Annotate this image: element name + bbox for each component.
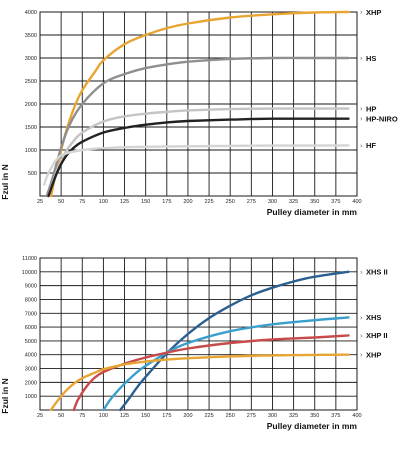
- y-tick-label: 2500: [25, 79, 37, 85]
- series-label-xhs-ii: XHS II: [366, 268, 388, 277]
- series-arrow-icon: ›: [360, 142, 363, 150]
- y-tick-label: 4000: [25, 10, 37, 16]
- x-tick-label: 250: [226, 199, 235, 205]
- series-label-xhp: XHP: [366, 8, 381, 17]
- x-axis-title: Pulley diameter in mm: [267, 421, 358, 431]
- x-tick-label: 375: [331, 413, 340, 419]
- y-tick-label: 9000: [25, 284, 37, 290]
- series-line-hp-niro: [47, 117, 350, 198]
- y-tick-label: 7000: [25, 311, 37, 317]
- x-tick-label: 275: [247, 199, 256, 205]
- x-tick-label: 50: [58, 199, 64, 205]
- series-label-xhs: XHS: [366, 313, 381, 322]
- x-tick-label: 50: [58, 413, 64, 419]
- grid-lines: [39, 11, 358, 196]
- series-line-hs: [45, 56, 350, 198]
- x-tick-label: 275: [247, 413, 256, 419]
- series-arrow-icon: ›: [360, 105, 363, 113]
- series-label-xhp-ii: XHP II: [366, 331, 388, 340]
- y-axis-title: Fzul in N: [0, 164, 10, 199]
- x-axis-title: Pulley diameter in mm: [267, 207, 358, 217]
- series-line-hf: [43, 144, 350, 186]
- y-tick-label: 1500: [25, 125, 37, 131]
- x-tick-label: 400: [352, 199, 361, 205]
- x-tick-label: 175: [162, 199, 171, 205]
- y-tick-label: 3000: [25, 367, 37, 373]
- y-tick-label: 5000: [25, 339, 37, 345]
- x-tick-label: 300: [268, 413, 277, 419]
- x-tick-label: 250: [226, 413, 235, 419]
- x-tick-label: 125: [120, 199, 129, 205]
- series-label-hf: HF: [366, 141, 376, 150]
- x-tick-label: 200: [183, 413, 192, 419]
- series-arrow-icon: ›: [360, 115, 363, 123]
- x-tick-label: 100: [99, 199, 108, 205]
- series-arrow-icon: ›: [360, 268, 363, 276]
- x-tick-label: 75: [79, 413, 85, 419]
- series-arrow-icon: ›: [360, 9, 363, 17]
- y-tick-label: 500: [28, 171, 37, 177]
- x-tick-label: 100: [99, 413, 108, 419]
- y-tick-label: 3000: [25, 56, 37, 62]
- series-label-hs: HS: [366, 54, 376, 63]
- series-line-xhp-ii: [72, 334, 350, 412]
- grid-lines: [39, 257, 358, 410]
- x-tick-label: 175: [162, 413, 171, 419]
- y-axis-title: Fzul in N: [0, 378, 10, 413]
- x-tick-label: 125: [120, 413, 129, 419]
- chart-2: 25 50 75 100 125 150 175 200 225 250 275 300 325 350 3…: [0, 256, 388, 431]
- y-tick-label: 1000: [25, 148, 37, 154]
- y-tick-label: 2000: [25, 380, 37, 386]
- x-tick-label: 150: [141, 413, 150, 419]
- x-tick-label: 75: [79, 199, 85, 205]
- series-arrow-icon: ›: [360, 332, 363, 340]
- series-arrow-icon: ›: [360, 55, 363, 63]
- y-tick-label: 4000: [25, 353, 37, 359]
- series-line-xhs-ii: [119, 270, 350, 412]
- series-label-hp-niro: HP-NIRO: [366, 115, 398, 124]
- plot-frame: [39, 257, 358, 411]
- x-tick-label: 25: [37, 413, 43, 419]
- y-tick-label: 10000: [22, 270, 37, 276]
- plot-frame: [39, 11, 358, 197]
- x-tick-label: 150: [141, 199, 150, 205]
- series-line-xhp: [49, 353, 350, 412]
- y-tick-label: 1000: [25, 394, 37, 400]
- x-tick-label: 400: [352, 413, 361, 419]
- x-tick-label: 200: [183, 199, 192, 205]
- x-tick-label: 300: [268, 199, 277, 205]
- series-line-hp: [47, 107, 350, 198]
- x-tick-label: 375: [331, 199, 340, 205]
- x-tick-label: 225: [204, 199, 213, 205]
- y-tick-label: 6000: [25, 325, 37, 331]
- series-label-hp: HP: [366, 104, 376, 113]
- series-arrow-icon: ›: [360, 351, 363, 359]
- x-tick-label: 325: [289, 199, 298, 205]
- y-tick-label: 11000: [22, 256, 37, 262]
- y-tick-label: 2000: [25, 102, 37, 108]
- chart-1: 25 50 75 100 125 150 175 200 225 250 275 300 325 350 3…: [0, 8, 398, 217]
- x-tick-label: 225: [204, 413, 213, 419]
- x-tick-label: 25: [37, 199, 43, 205]
- y-tick-label: 3500: [25, 33, 37, 39]
- x-tick-label: 350: [310, 413, 319, 419]
- y-tick-label: 8000: [25, 297, 37, 303]
- series-label-xhp: XHP: [366, 351, 381, 360]
- x-tick-label: 350: [310, 199, 319, 205]
- x-tick-label: 325: [289, 413, 298, 419]
- series-arrow-icon: ›: [360, 314, 363, 322]
